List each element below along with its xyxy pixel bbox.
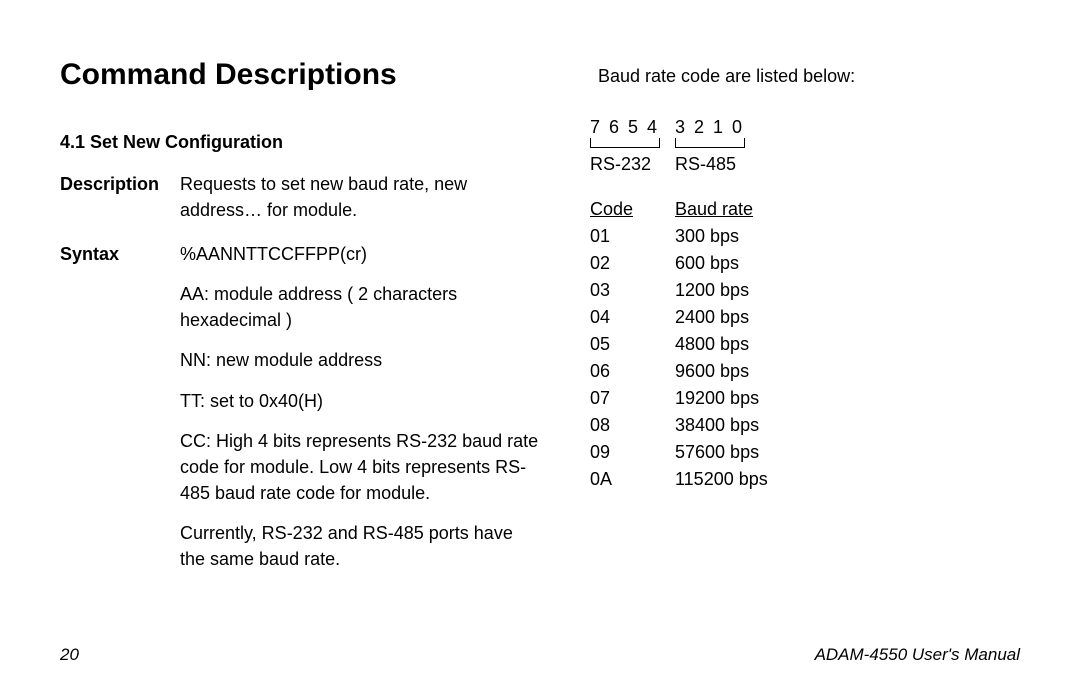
baud-code-cell: 06 — [590, 361, 675, 382]
baud-table-row: 0838400 bps — [590, 415, 1020, 436]
baud-code-cell: 0A — [590, 469, 675, 490]
baud-table-row: 01300 bps — [590, 226, 1020, 247]
baud-table-body: 01300 bps02600 bps031200 bps042400 bps05… — [590, 226, 1020, 490]
rs-labels-row: RS-232 RS-485 — [590, 154, 1020, 175]
baud-rate-cell: 300 bps — [675, 226, 1020, 247]
baud-rate-cell: 115200 bps — [675, 469, 1020, 490]
baud-code-cell: 04 — [590, 307, 675, 328]
page-title: Command Descriptions — [60, 58, 540, 92]
page-number: 20 — [60, 645, 79, 665]
syntax-body: %AANNTTCCFFPP(cr) AA: module address ( 2… — [180, 241, 540, 586]
syntax-note: Currently, RS-232 and RS-485 ports have … — [180, 520, 540, 572]
baud-table-row: 02600 bps — [590, 253, 1020, 274]
syntax-tt: TT: set to 0x40(H) — [180, 388, 540, 414]
bracket-low — [675, 138, 745, 148]
baud-table-row: 054800 bps — [590, 334, 1020, 355]
left-column: Command Descriptions 4.1 Set New Configu… — [60, 58, 540, 604]
baud-rate-cell: 38400 bps — [675, 415, 1020, 436]
right-column: Baud rate code are listed below: 7 6 5 4… — [590, 58, 1020, 604]
baud-rate-cell: 57600 bps — [675, 442, 1020, 463]
baud-code-cell: 07 — [590, 388, 675, 409]
baud-table-row: 031200 bps — [590, 280, 1020, 301]
baud-rate-cell: 9600 bps — [675, 361, 1020, 382]
baud-code-cell: 01 — [590, 226, 675, 247]
baud-rate-cell: 19200 bps — [675, 388, 1020, 409]
baud-rate-cell: 4800 bps — [675, 334, 1020, 355]
bits-high: 7 6 5 4 — [590, 117, 675, 138]
bit-labels-row: 7 6 5 4 3 2 1 0 — [590, 117, 1020, 138]
bit-bracket-row — [590, 138, 1020, 148]
syntax-aa: AA: module address ( 2 characters hexade… — [180, 281, 540, 333]
baud-code-cell: 05 — [590, 334, 675, 355]
two-column-layout: Command Descriptions 4.1 Set New Configu… — [60, 58, 1020, 604]
bits-low: 3 2 1 0 — [675, 117, 760, 138]
baud-code-cell: 08 — [590, 415, 675, 436]
baud-table-row: 0719200 bps — [590, 388, 1020, 409]
description-text: Requests to set new baud rate, new addre… — [180, 171, 540, 223]
section-heading: 4.1 Set New Configuration — [60, 132, 540, 153]
syntax-cc: CC: High 4 bits represents RS-232 baud r… — [180, 428, 540, 506]
description-row: Description Requests to set new baud rat… — [60, 171, 540, 223]
syntax-row: Syntax %AANNTTCCFFPP(cr) AA: module addr… — [60, 241, 540, 586]
baud-code-cell: 02 — [590, 253, 675, 274]
baud-table-row: 069600 bps — [590, 361, 1020, 382]
header-rate: Baud rate — [675, 199, 1020, 220]
manual-title: ADAM-4550 User's Manual — [815, 645, 1020, 665]
syntax-label: Syntax — [60, 241, 180, 586]
baud-rate-cell: 2400 bps — [675, 307, 1020, 328]
baud-intro: Baud rate code are listed below: — [598, 66, 1020, 87]
document-page: Command Descriptions 4.1 Set New Configu… — [0, 0, 1080, 695]
header-code: Code — [590, 199, 675, 220]
baud-rate-cell: 1200 bps — [675, 280, 1020, 301]
bracket-high — [590, 138, 660, 148]
rs232-label: RS-232 — [590, 154, 675, 175]
syntax-command: %AANNTTCCFFPP(cr) — [180, 241, 540, 267]
page-footer: 20 ADAM-4550 User's Manual — [60, 645, 1020, 665]
description-label: Description — [60, 171, 180, 223]
baud-rate-cell: 600 bps — [675, 253, 1020, 274]
baud-table-row: 0A115200 bps — [590, 469, 1020, 490]
baud-table-header: Code Baud rate — [590, 199, 1020, 220]
baud-table-row: 042400 bps — [590, 307, 1020, 328]
baud-code-cell: 09 — [590, 442, 675, 463]
syntax-nn: NN: new module address — [180, 347, 540, 373]
rs485-label: RS-485 — [675, 154, 760, 175]
baud-code-cell: 03 — [590, 280, 675, 301]
baud-table-row: 0957600 bps — [590, 442, 1020, 463]
